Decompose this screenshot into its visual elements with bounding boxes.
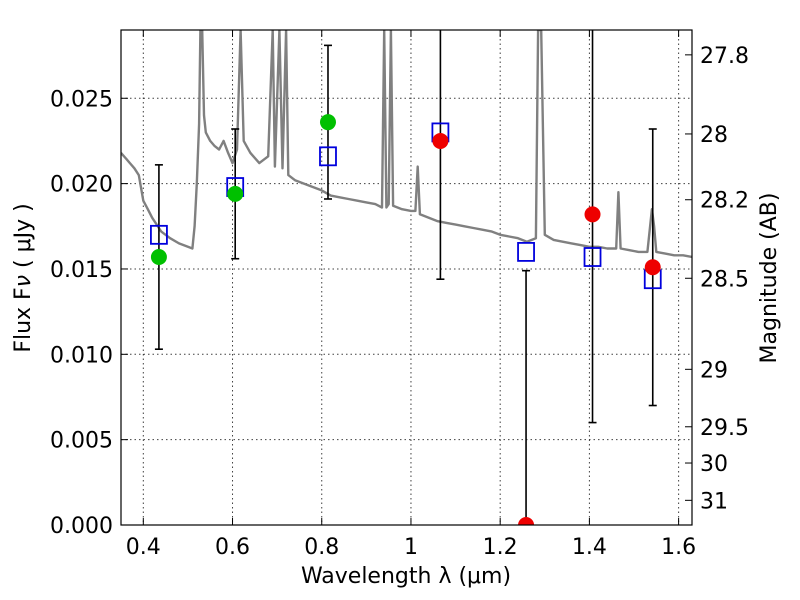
y2-axis-title: Magnitude (AB) — [757, 193, 782, 364]
plot-frame — [120, 29, 693, 526]
y-tick-label: 0.025 — [50, 87, 113, 112]
x-tick-label: 1 — [404, 535, 418, 560]
observed-point-upper-limit — [584, 206, 601, 223]
x-tick-label: 0.4 — [126, 535, 161, 560]
observed-point-detected — [227, 185, 244, 202]
model-phot-square — [319, 146, 337, 167]
x-tick-label: 0.8 — [304, 535, 339, 560]
x-axis-title: Wavelength λ (μm) — [301, 564, 511, 589]
observed-point-upper-limit — [518, 517, 535, 525]
y2-tick-label: 28.5 — [700, 267, 749, 292]
axis-ticks — [121, 30, 692, 526]
grid — [121, 30, 692, 526]
model-phot-square — [583, 247, 602, 267]
model-phot-square — [150, 224, 168, 245]
y-tick-label: 0.005 — [50, 429, 113, 454]
y2-tick-label: 29 — [700, 358, 728, 383]
y2-tick-label: 28 — [700, 123, 728, 148]
y-axis-title: Flux Fν ( μJy ) — [11, 203, 36, 352]
observed-point-detected — [319, 114, 336, 131]
x-tick-label: 1.4 — [572, 535, 607, 560]
y2-tick-label: 28.2 — [700, 189, 749, 214]
x-tick-label: 1.6 — [661, 535, 696, 560]
y-tick-label: 0.010 — [50, 343, 113, 368]
y-tick-label: 0.015 — [50, 258, 113, 283]
y2-tick-label: 30 — [700, 452, 728, 477]
observed-point-detected — [150, 249, 167, 266]
x-tick-label: 1.2 — [483, 535, 518, 560]
y2-tick-label: 31 — [700, 489, 728, 514]
y-tick-label: 0.000 — [50, 514, 113, 539]
error-bars — [154, 30, 657, 525]
model-spectrum-line — [121, 30, 692, 259]
observed-point-upper-limit — [432, 132, 449, 149]
observed-points — [150, 114, 661, 525]
y2-tick-label: 29.5 — [700, 416, 749, 441]
model-phot-square — [517, 241, 535, 262]
observed-point-upper-limit — [644, 259, 661, 276]
plot-area — [121, 30, 692, 525]
y-tick-label: 0.020 — [50, 173, 113, 198]
y2-tick-label: 27.8 — [700, 44, 749, 69]
tick-labels: 0.4 0.6 0.8 1 1.2 1.4 1.6 0.000 0.005 0.010 0.015 0… — [50, 44, 749, 560]
x-tick-label: 0.6 — [215, 535, 250, 560]
